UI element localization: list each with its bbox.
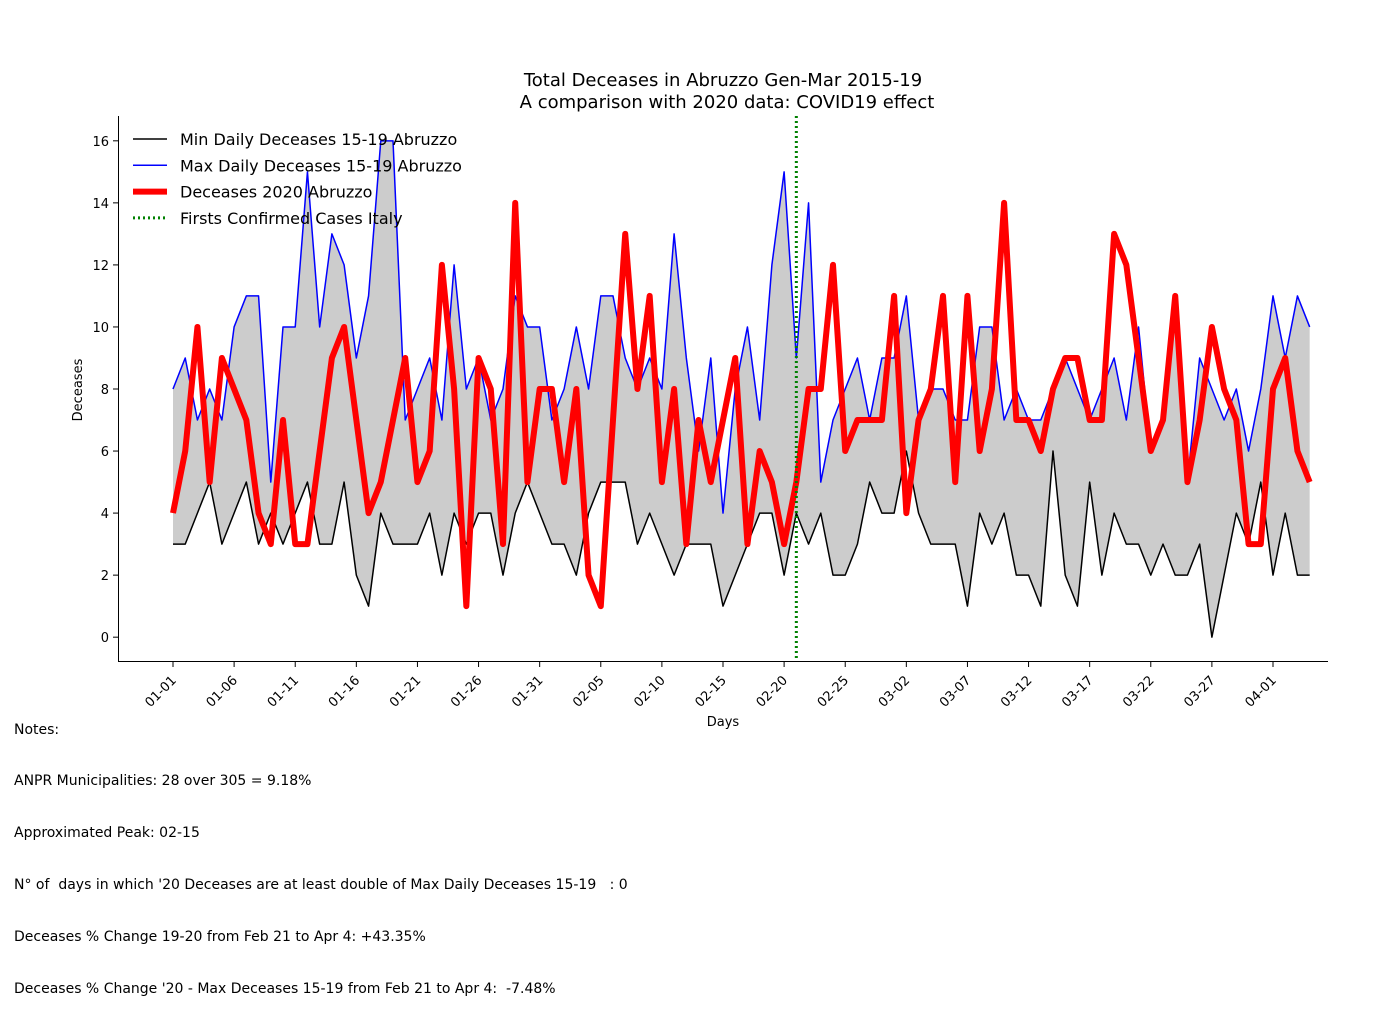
x-tick-label: 04-01 bbox=[1243, 673, 1280, 710]
y-axis-label: Deceases bbox=[71, 358, 86, 421]
x-tick-label: 02-10 bbox=[631, 673, 668, 710]
chart-title: Total Deceases in Abruzzo Gen-Mar 2015-1… bbox=[523, 70, 922, 91]
plot-area bbox=[170, 116, 1313, 662]
notes-line: Approximated Peak: 02-15 bbox=[14, 825, 200, 842]
x-tick-label: 03-02 bbox=[876, 673, 913, 710]
range-fill-area bbox=[173, 140, 1310, 638]
legend-label: Deceases 2020 Abruzzo bbox=[180, 183, 372, 202]
series-line-min-daily-deceases-15-19-abruzzo bbox=[173, 450, 1310, 638]
x-tick-label: 03-22 bbox=[1120, 673, 1157, 710]
y-tick-label: 4 bbox=[101, 507, 109, 522]
notes-heading: Notes: bbox=[14, 721, 60, 738]
x-tick-label: 03-17 bbox=[1059, 673, 1096, 710]
chart-subtitle: A comparison with 2020 data: COVID19 eff… bbox=[520, 92, 935, 113]
notes-box: Notes: ANPR Municipalities: 28 over 305 … bbox=[14, 687, 628, 1016]
x-tick-label: 03-07 bbox=[937, 673, 974, 710]
legend-label: Min Daily Deceases 15-19 Abruzzo bbox=[180, 130, 457, 149]
x-tick-label: 03-27 bbox=[1181, 673, 1218, 710]
x-axis-label: Days bbox=[707, 715, 740, 730]
y-tick-label: 6 bbox=[101, 445, 109, 460]
legend-label: Firsts Confirmed Cases Italy bbox=[180, 209, 403, 228]
notes-line: Deceases % Change '20 - Max Deceases 15-… bbox=[14, 981, 556, 998]
x-tick-label: 02-20 bbox=[754, 673, 791, 710]
notes-line: N° of days in which '20 Deceases are at … bbox=[14, 877, 628, 894]
y-tick-label: 12 bbox=[92, 259, 109, 274]
legend-label: Max Daily Deceases 15-19 Abruzzo bbox=[180, 156, 462, 175]
x-tick-label: 03-12 bbox=[998, 673, 1035, 710]
x-tick-label: 02-15 bbox=[693, 673, 730, 710]
series-line-deceases-2020-abruzzo bbox=[170, 199, 1313, 610]
y-tick-label: 0 bbox=[101, 631, 109, 646]
y-tick-label: 8 bbox=[101, 383, 109, 398]
x-tick-label: 02-25 bbox=[815, 673, 852, 710]
notes-line: Deceases % Change 19-20 from Feb 21 to A… bbox=[14, 929, 426, 946]
y-tick-label: 14 bbox=[92, 197, 109, 212]
notes-line: ANPR Municipalities: 28 over 305 = 9.18% bbox=[14, 773, 312, 790]
y-tick-label: 16 bbox=[92, 135, 109, 150]
series-line-max-daily-deceases-15-19-abruzzo bbox=[172, 140, 1311, 514]
legend: Min Daily Deceases 15-19 Abruzzo Max Dail… bbox=[133, 130, 462, 228]
y-tick-label: 2 bbox=[101, 569, 109, 584]
axes bbox=[118, 116, 1328, 662]
y-tick-label: 10 bbox=[92, 321, 109, 336]
